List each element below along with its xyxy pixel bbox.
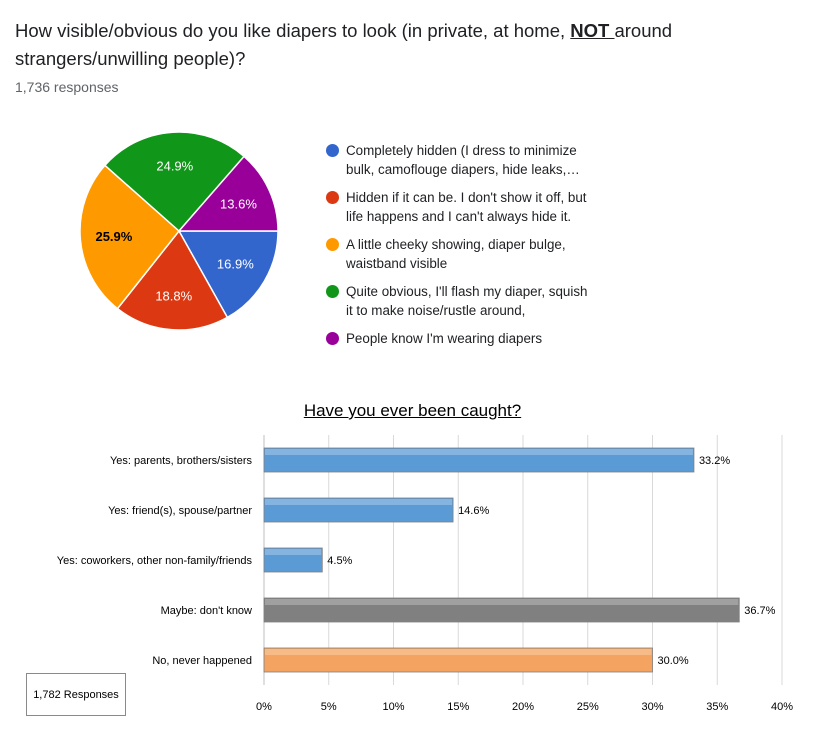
bar: [263, 447, 695, 473]
pie-chart: 16.9% 18.8% 25.9% 24.9% 13.6%: [79, 131, 279, 331]
x-tick-label: 5%: [321, 701, 337, 713]
legend-item: Hidden if it can be. I don't show it off…: [326, 188, 626, 226]
x-tick-label: 10%: [382, 701, 404, 713]
legend-swatch: [326, 144, 339, 157]
bar-value-label: 33.2%: [699, 455, 730, 467]
bar-value-label: 4.5%: [327, 555, 352, 567]
pie-slice: [177, 230, 279, 319]
pie-legend: Completely hidden (I dress to minimize b…: [326, 141, 626, 357]
bar-value-label: 36.7%: [744, 605, 775, 617]
legend-label: Hidden if it can be. I don't show it off…: [346, 190, 587, 224]
x-tick-label: 35%: [706, 701, 728, 713]
bar-highlight: [265, 449, 693, 455]
title-part-1: How visible/obvious do you like diapers …: [15, 20, 571, 41]
legend-item: A little cheeky showing, diaper bulge, w…: [326, 235, 626, 273]
legend-label: Completely hidden (I dress to minimize b…: [346, 143, 580, 177]
legend-item: Quite obvious, I'll flash my diaper, squ…: [326, 282, 626, 320]
x-tick-label: 15%: [447, 701, 469, 713]
legend-swatch: [326, 238, 339, 251]
response-count: 1,736 responses: [15, 79, 119, 95]
pie-slice: [79, 164, 181, 310]
category-label: Yes: parents, brothers/sisters: [110, 455, 253, 467]
bar: [263, 647, 653, 673]
bar-highlight: [265, 499, 453, 505]
bar: [263, 547, 323, 573]
title-part-2: around strangers/unwilling people)?: [15, 20, 673, 69]
bar-chart-responses: 1,782 Responses: [33, 688, 119, 701]
legend-swatch: [326, 191, 339, 204]
bar: [263, 497, 454, 523]
pie-slice-label: 24.9%: [156, 158, 193, 173]
pie-slice-label: 13.6%: [220, 196, 257, 211]
bar-highlight: [265, 649, 652, 655]
legend-item: Completely hidden (I dress to minimize b…: [326, 141, 626, 179]
category-label: Maybe: don't know: [161, 605, 252, 617]
category-label: No, never happened: [152, 655, 252, 667]
x-tick-label: 0%: [256, 701, 272, 713]
bar-highlight: [265, 549, 322, 555]
x-tick-label: 30%: [641, 701, 663, 713]
legend-label: Quite obvious, I'll flash my diaper, squ…: [346, 284, 588, 318]
x-tick-label: 20%: [512, 701, 534, 713]
legend-swatch: [326, 332, 339, 345]
bar: [263, 597, 740, 623]
bar-chart: 0% 5% 10% 15% 20% 25% 30% 35% 40% Yes: parents, b…: [57, 435, 793, 713]
pie-slice: [177, 155, 279, 232]
bar-highlight: [265, 599, 739, 605]
pie-slice-label: 25.9%: [95, 229, 132, 244]
pie-slice-label: 16.9%: [217, 257, 254, 272]
legend-label: People know I'm wearing diapers: [346, 331, 543, 346]
x-tick-label: 25%: [577, 701, 599, 713]
x-tick-label: 40%: [771, 701, 793, 713]
legend-label: A little cheeky showing, diaper bulge, w…: [346, 237, 566, 271]
pie-slice-label: 18.8%: [155, 289, 192, 304]
bar-chart-title: Have you ever been caught?: [0, 401, 825, 421]
title-emphasis: NOT: [570, 20, 615, 41]
bar-chart-responses-box: 1,782 Responses: [26, 673, 126, 716]
question-title: How visible/obvious do you like diapers …: [15, 17, 715, 73]
category-label: Yes: coworkers, other non-family/friends: [57, 555, 253, 567]
pie-slice: [103, 131, 246, 233]
bar-value-label: 14.6%: [458, 505, 489, 517]
bar-chart-title-text: Have you ever been caught?: [303, 401, 522, 420]
category-label: Yes: friend(s), spouse/partner: [108, 505, 252, 517]
bar-value-label: 30.0%: [658, 655, 689, 667]
legend-item: People know I'm wearing diapers: [326, 329, 626, 348]
pie-slice: [116, 229, 229, 331]
legend-swatch: [326, 285, 339, 298]
